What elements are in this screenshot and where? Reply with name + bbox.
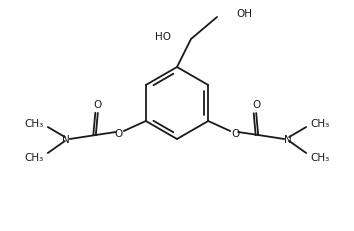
Text: OH: OH [236, 9, 252, 19]
Text: CH₃: CH₃ [310, 152, 330, 162]
Text: N: N [62, 134, 70, 144]
Text: O: O [115, 128, 123, 138]
Text: CH₃: CH₃ [24, 152, 44, 162]
Text: CH₃: CH₃ [310, 119, 330, 128]
Text: CH₃: CH₃ [24, 119, 44, 128]
Text: HO: HO [155, 32, 171, 42]
Text: O: O [231, 128, 239, 138]
Text: N: N [284, 134, 292, 144]
Text: O: O [252, 100, 260, 109]
Text: O: O [94, 100, 102, 109]
